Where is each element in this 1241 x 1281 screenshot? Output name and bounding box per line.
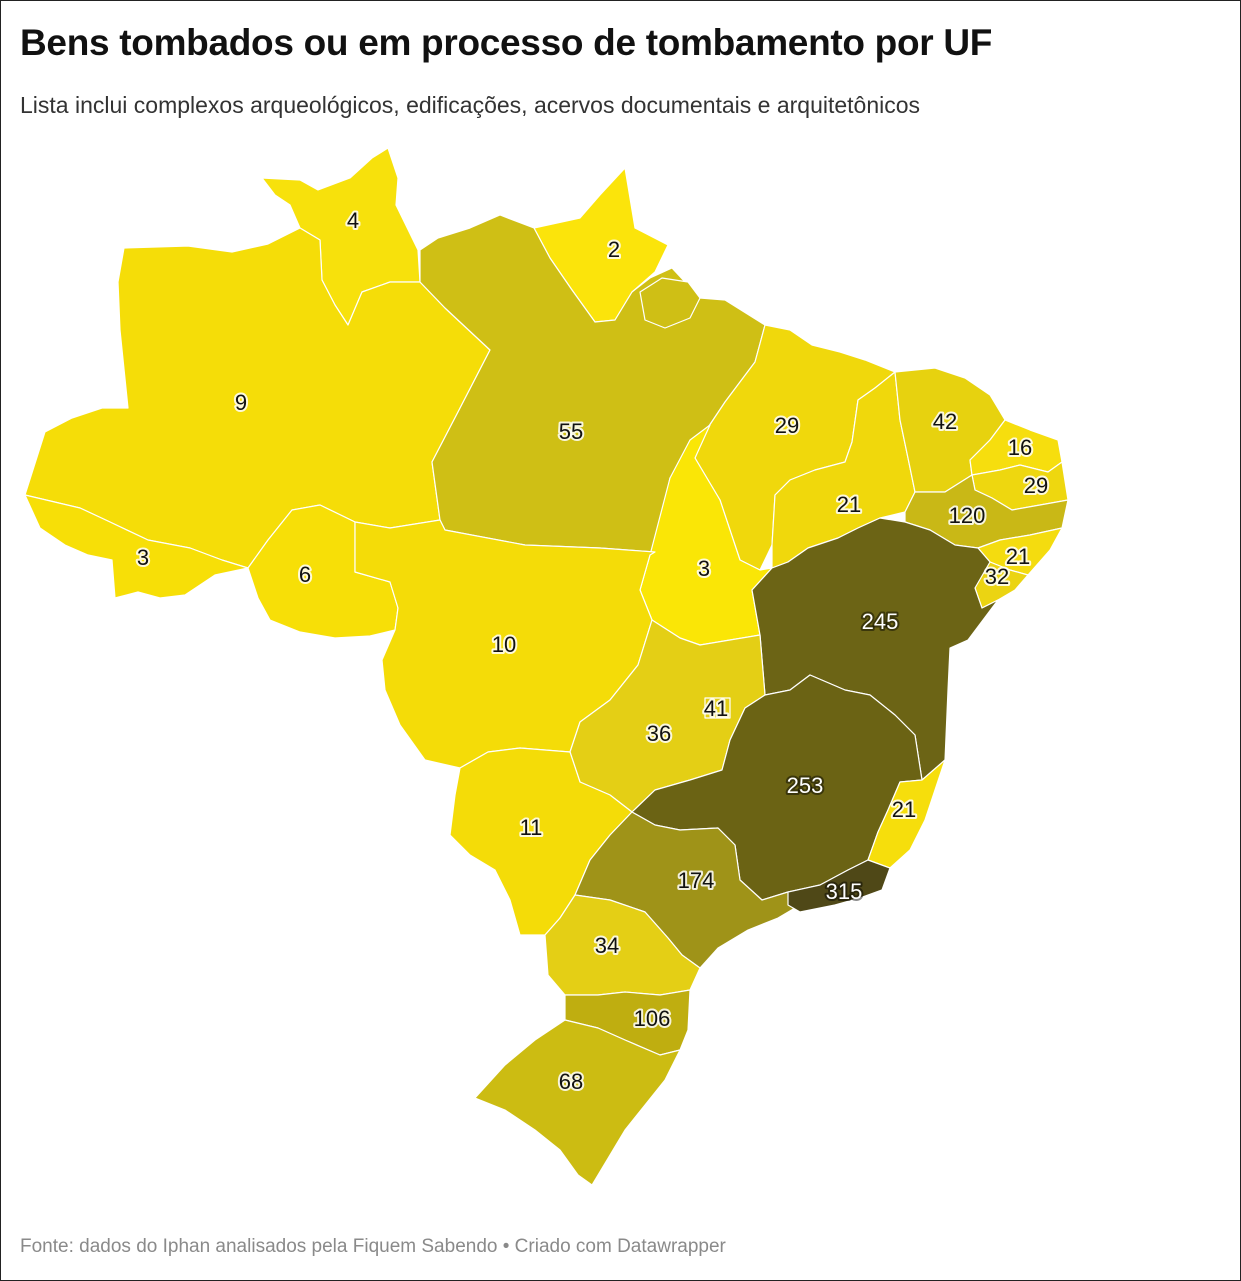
label-ms: 11 bbox=[520, 815, 543, 840]
label-sc: 106 bbox=[634, 1006, 671, 1031]
label-pb: 29 bbox=[1024, 473, 1048, 498]
region-rs[interactable] bbox=[474, 1019, 681, 1186]
region-df[interactable] bbox=[704, 697, 731, 719]
label-ro: 6 bbox=[299, 562, 311, 587]
label-go: 36 bbox=[647, 721, 671, 746]
map-subtitle: Lista inclui complexos arqueológicos, ed… bbox=[20, 92, 921, 118]
label-rs: 68 bbox=[559, 1069, 583, 1094]
label-rr: 4 bbox=[347, 208, 359, 233]
region-es[interactable] bbox=[867, 759, 946, 869]
source-footer: Fonte: dados do Iphan analisados pela Fi… bbox=[20, 1236, 726, 1257]
label-pr: 34 bbox=[595, 933, 619, 958]
label-es: 21 bbox=[892, 797, 916, 822]
region-rj[interactable] bbox=[787, 859, 891, 913]
label-rn: 16 bbox=[1008, 435, 1032, 460]
label-mg: 253 bbox=[787, 773, 824, 798]
label-ma: 29 bbox=[775, 413, 799, 438]
label-to: 3 bbox=[698, 556, 710, 581]
label-se: 32 bbox=[985, 564, 1009, 589]
label-ce: 42 bbox=[933, 409, 957, 434]
label-ba: 245 bbox=[862, 609, 899, 634]
label-mt: 10 bbox=[492, 632, 516, 657]
label-ap: 2 bbox=[608, 237, 620, 262]
label-am: 9 bbox=[235, 390, 247, 415]
region-ac[interactable] bbox=[24, 494, 249, 599]
label-rj: 315 bbox=[826, 879, 863, 904]
label-pi: 21 bbox=[837, 492, 861, 517]
label-pe: 120 bbox=[949, 503, 986, 528]
region-pa-marajo bbox=[639, 277, 701, 329]
label-df: 41 bbox=[704, 696, 728, 721]
label-ac: 3 bbox=[137, 545, 149, 570]
map-title: Bens tombados ou em processo de tombamen… bbox=[20, 22, 993, 63]
label-sp: 174 bbox=[678, 868, 715, 893]
label-pa: 55 bbox=[559, 419, 583, 444]
label-al: 21 bbox=[1006, 544, 1030, 569]
